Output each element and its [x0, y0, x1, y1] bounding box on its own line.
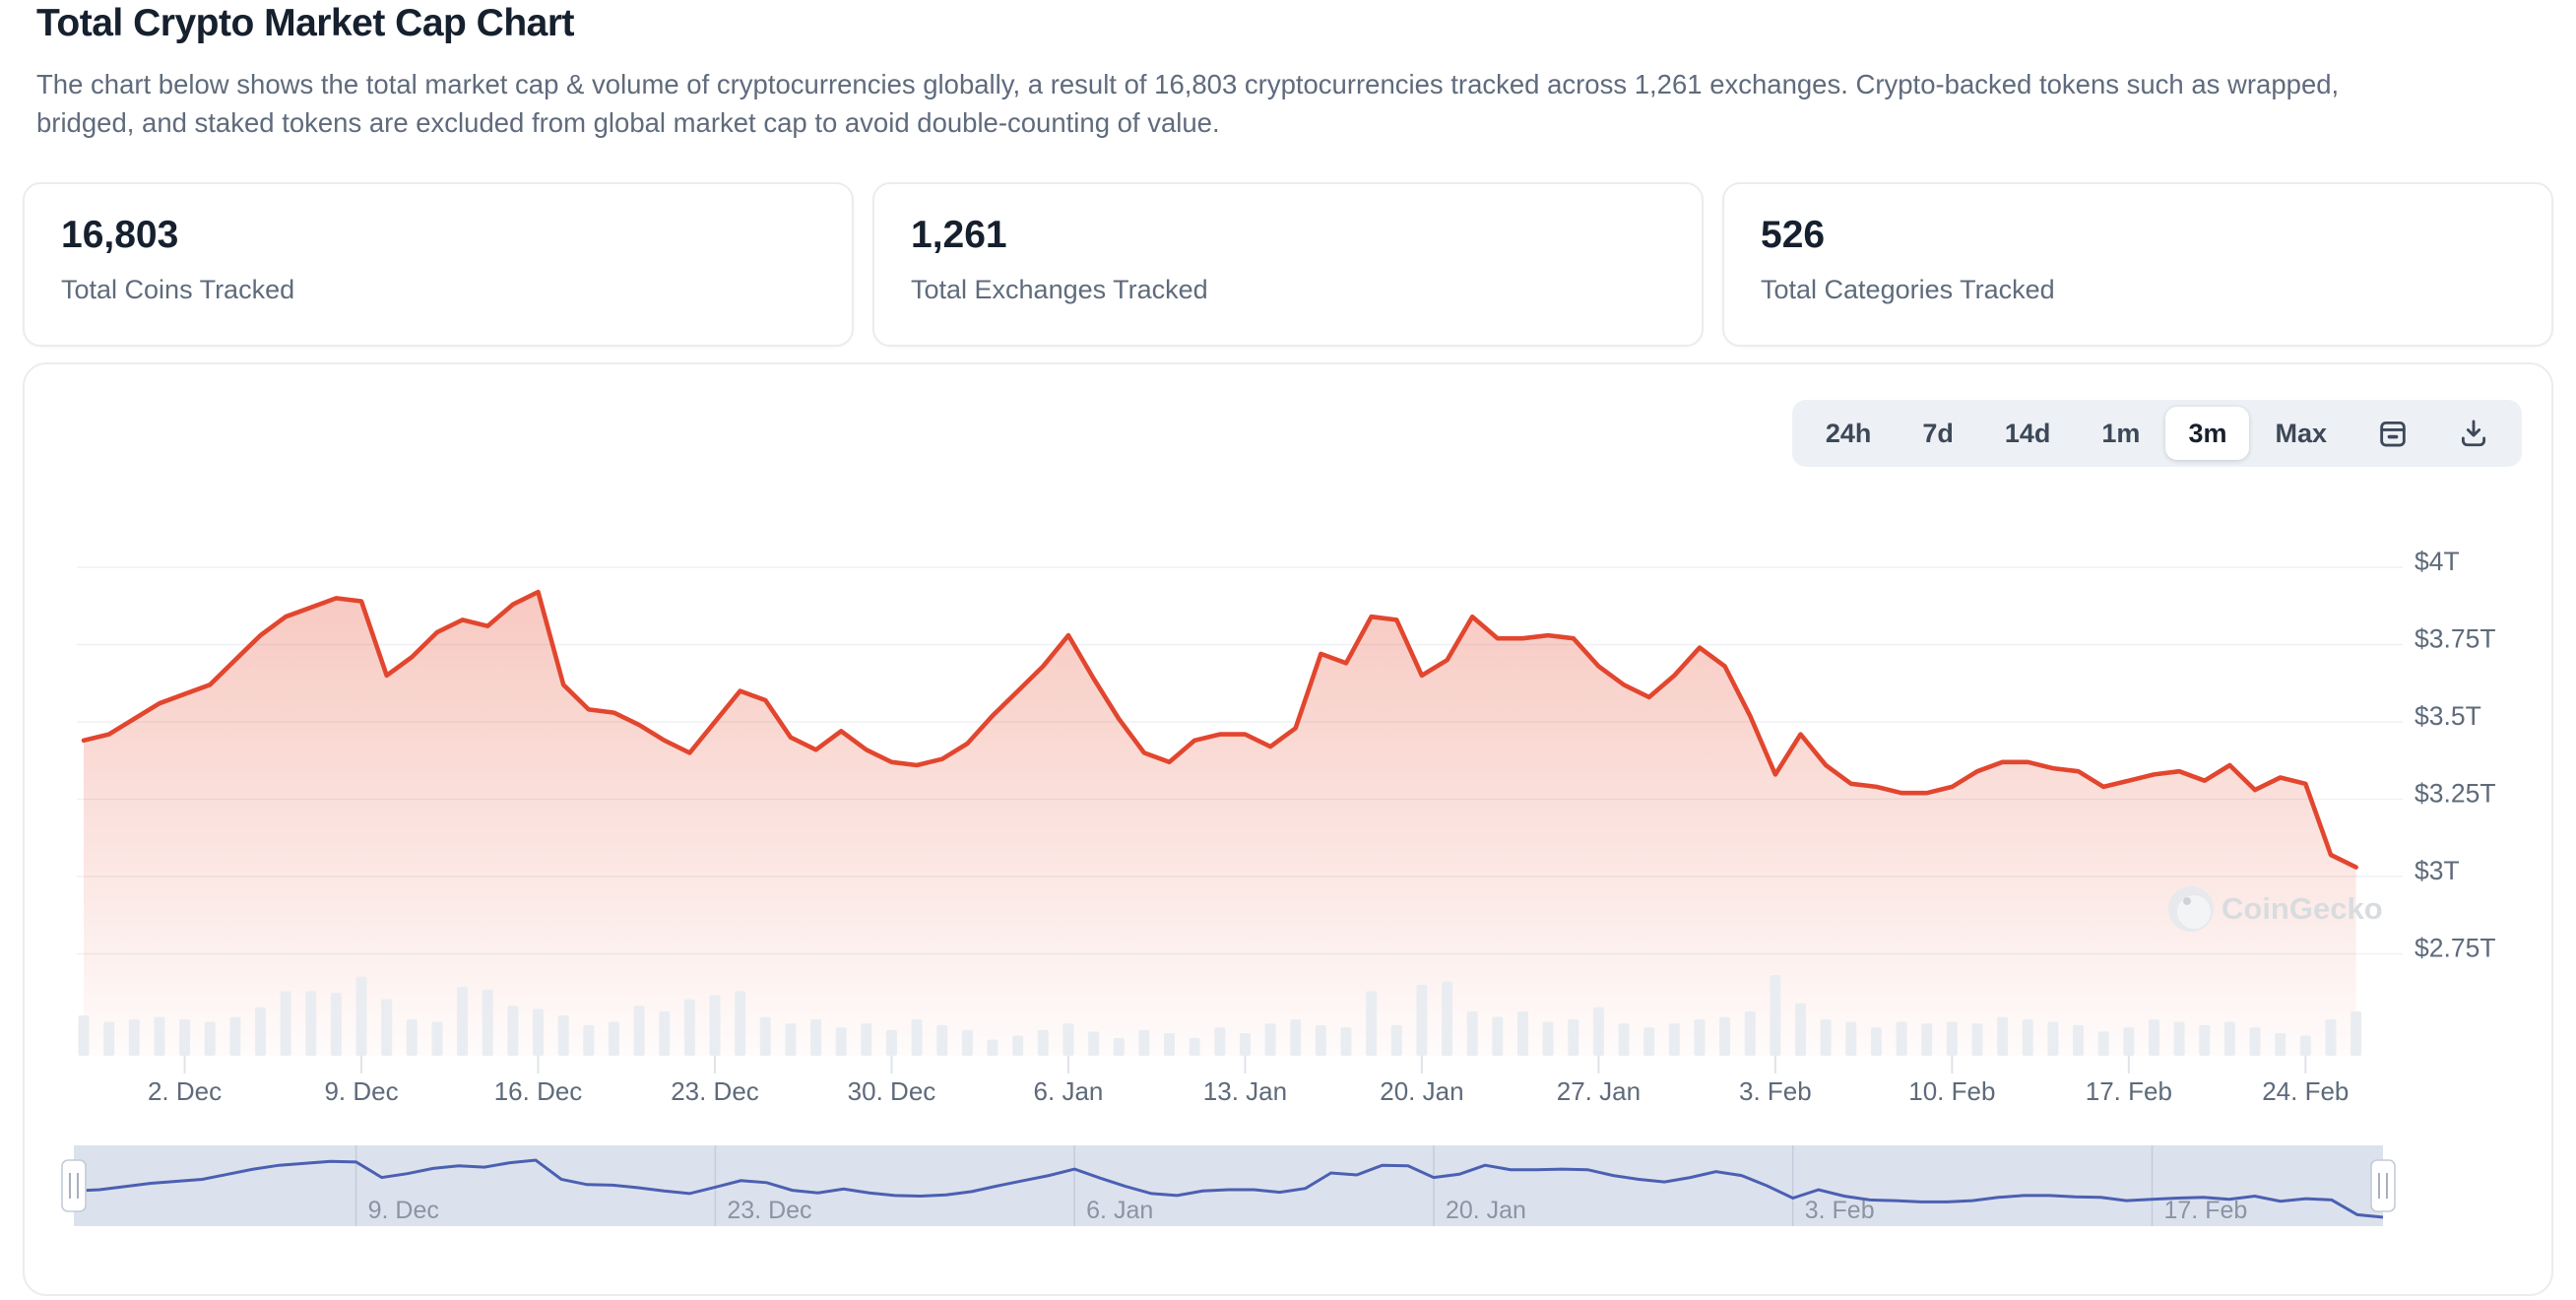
- range-toolbar: 24h 7d 14d 1m 3m Max: [1791, 400, 2522, 467]
- range-button-3m[interactable]: 3m: [2165, 407, 2250, 460]
- download-button[interactable]: [2433, 407, 2514, 460]
- calendar-button[interactable]: [2352, 407, 2433, 460]
- calendar-icon: [2380, 421, 2406, 447]
- range-buttons: 24h 7d 14d 1m 3m Max: [1800, 407, 2352, 460]
- page-description: The chart below shows the total market c…: [36, 69, 2340, 139]
- range-button-7d[interactable]: 7d: [1897, 407, 1979, 460]
- range-button-1m[interactable]: 1m: [2076, 407, 2165, 460]
- stat-value: 16,803: [61, 214, 179, 256]
- download-icon: [2461, 420, 2486, 447]
- range-button-Max[interactable]: Max: [2249, 407, 2352, 460]
- range-button-24h[interactable]: 24h: [1800, 407, 1898, 460]
- stat-value: 526: [1761, 214, 1826, 256]
- stat-value: 1,261: [911, 214, 1007, 256]
- page-title: Total Crypto Market Cap Chart: [36, 2, 575, 44]
- stat-cards: 16,803 Total Coins Tracked 1,261 Total E…: [23, 182, 2553, 347]
- chart-card: 24h 7d 14d 1m 3m Max: [23, 362, 2553, 1296]
- stat-card-categories: 526 Total Categories Tracked: [1722, 182, 2553, 347]
- stat-label: Total Coins Tracked: [61, 275, 295, 304]
- stat-label: Total Exchanges Tracked: [911, 275, 1208, 304]
- range-button-14d[interactable]: 14d: [1979, 407, 2077, 460]
- stat-label: Total Categories Tracked: [1761, 275, 2055, 304]
- stat-card-exchanges: 1,261 Total Exchanges Tracked: [872, 182, 1704, 347]
- stat-card-coins: 16,803 Total Coins Tracked: [23, 182, 854, 347]
